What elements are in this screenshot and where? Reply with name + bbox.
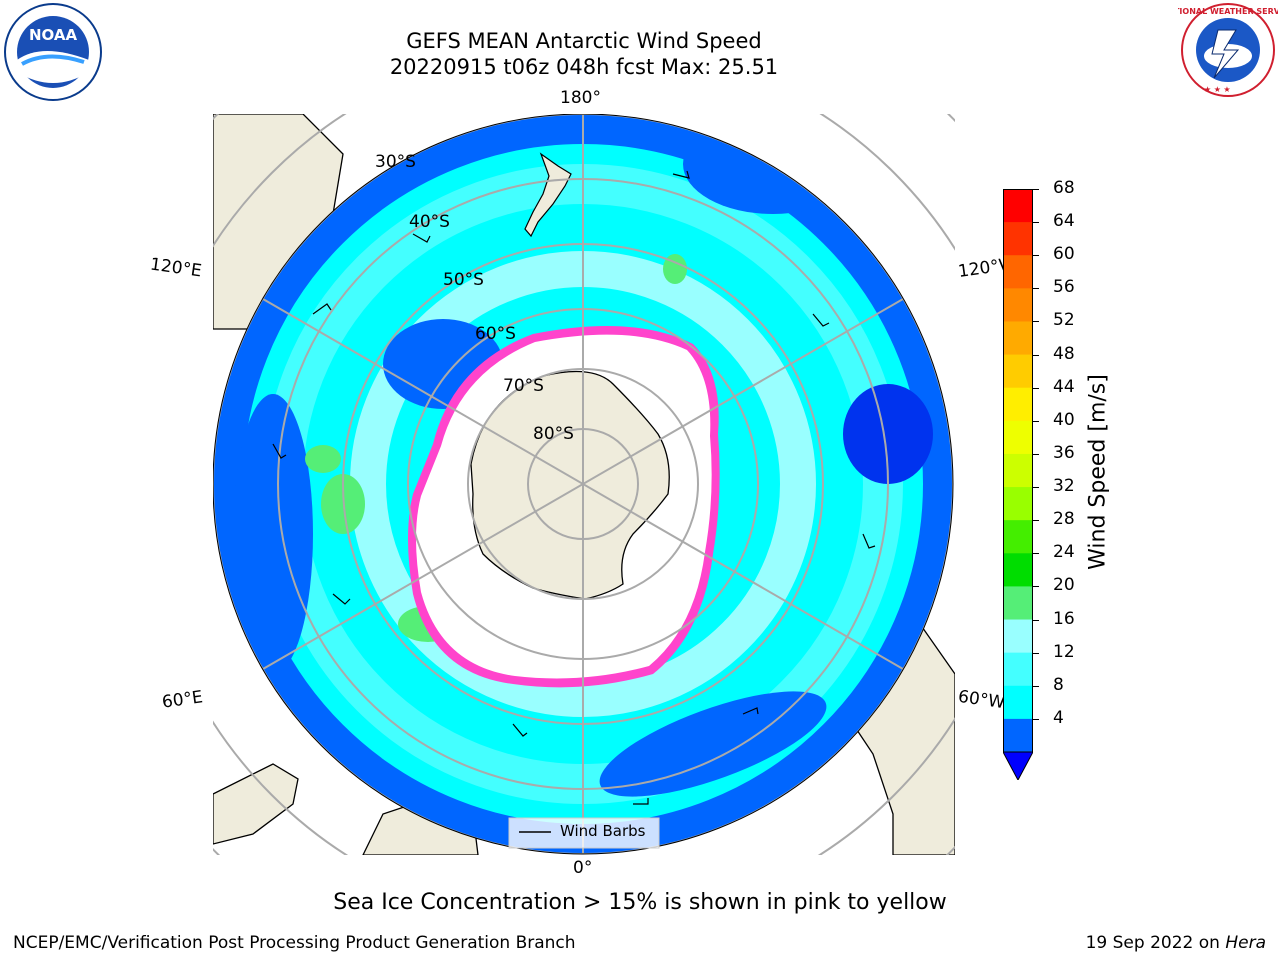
- footer-date-text: 19 Sep 2022 on: [1085, 933, 1226, 953]
- colorbar-tick-mark: [1033, 619, 1039, 621]
- noaa-logo-text: NOAA: [29, 26, 78, 44]
- map-panel: Wind Barbs 30°S 40°S 50°S 60°S 70°S 80°S: [212, 113, 955, 855]
- footer-branch: NCEP/EMC/Verification Post Processing Pr…: [13, 933, 576, 953]
- colorbar-tick-mark: [1033, 586, 1039, 588]
- colorbar-band: [1003, 685, 1033, 720]
- colorbar-tick-mark: [1033, 354, 1039, 356]
- colorbar-tick-label: 56: [1053, 277, 1075, 298]
- colorbar-band: [1003, 321, 1033, 356]
- lon-label-60w: 60°W: [956, 686, 1007, 714]
- colorbar-tick-label: 28: [1053, 509, 1075, 530]
- colorbar-tick-mark: [1033, 255, 1039, 257]
- colorbar-tick-label: 68: [1053, 178, 1075, 198]
- colorbar-band: [1003, 520, 1033, 554]
- colorbar-band: [1003, 288, 1033, 322]
- colorbar-tick-label: 12: [1053, 641, 1075, 662]
- chart-subtitle: 20220915 t06z 048h fcst Max: 25.51: [389, 55, 779, 79]
- lat-label-50s: 50°S: [443, 270, 484, 290]
- colorbar-tick-mark: [1033, 189, 1039, 190]
- colorbar-scale: [1002, 189, 1034, 782]
- colorbar-band: [1003, 420, 1033, 455]
- colorbar-tick-mark: [1033, 685, 1039, 687]
- noaa-logo: NOAA: [2, 2, 104, 102]
- colorbar-tick-mark: [1033, 553, 1039, 555]
- colorbar-band: [1003, 222, 1033, 256]
- colorbar-tick-label: 60: [1053, 244, 1075, 265]
- footer-date: 19 Sep 2022 on Hera: [1086, 933, 1266, 953]
- colorbar-tick-mark: [1033, 321, 1039, 323]
- graticule: [213, 114, 953, 854]
- colorbar-tick-label: 16: [1053, 608, 1075, 629]
- lat-label-60s: 60°S: [475, 324, 516, 344]
- colorbar-tick-label: 44: [1053, 376, 1075, 397]
- lon-label-180: 180°: [560, 88, 601, 108]
- colorbar-tick-label: 20: [1053, 575, 1075, 596]
- colorbar-band: [1003, 718, 1033, 753]
- colorbar-band: [1003, 487, 1033, 521]
- lat-label-80s: 80°S: [533, 424, 574, 444]
- colorbar-tick-mark: [1033, 288, 1039, 290]
- wind-barbs-legend-label: Wind Barbs: [560, 822, 646, 840]
- sea-ice-note: Sea Ice Concentration > 15% is shown in …: [333, 890, 947, 915]
- colorbar-tick-label: 48: [1053, 343, 1075, 364]
- wind-barbs-legend: [508, 817, 660, 849]
- colorbar-band: [1003, 619, 1033, 654]
- colorbar-band: [1003, 453, 1033, 488]
- colorbar-tick-label: 8: [1053, 674, 1064, 695]
- colorbar-label: Wind Speed [m/s]: [1085, 374, 1111, 570]
- colorbar-tick-mark: [1033, 652, 1039, 654]
- polar-map: [212, 113, 955, 855]
- lon-label-0: 0°: [573, 858, 593, 878]
- svg-text:★ ★ ★: ★ ★ ★: [1204, 85, 1231, 94]
- nws-logo: NATIONAL WEATHER SERVICE ★ ★ ★: [1162, 0, 1280, 100]
- lat-label-70s: 70°S: [503, 376, 544, 396]
- colorbar-tick-mark: [1033, 487, 1039, 489]
- colorbar-band: [1003, 354, 1033, 389]
- lon-label-60e: 60°E: [160, 687, 205, 713]
- colorbar-tick-mark: [1033, 420, 1039, 422]
- chart-title: GEFS MEAN Antarctic Wind Speed: [406, 29, 762, 53]
- colorbar-tick-mark: [1033, 520, 1039, 522]
- colorbar-tick-label: 4: [1053, 707, 1064, 728]
- lat-label-30s: 30°S: [375, 152, 416, 172]
- colorbar-band: [1003, 553, 1033, 587]
- colorbar: [1002, 189, 1034, 782]
- colorbar-band: [1003, 189, 1033, 223]
- colorbar-tick-mark: [1033, 453, 1039, 455]
- colorbar-tick-mark: [1033, 718, 1039, 720]
- antarctica: [470, 370, 670, 600]
- colorbar-extend: [1002, 751, 1034, 782]
- lon-label-120e: 120°E: [148, 254, 203, 282]
- colorbar-tick-mark: [1033, 222, 1039, 224]
- colorbar-tick-label: 40: [1053, 409, 1075, 430]
- colorbar-band: [1003, 586, 1033, 621]
- footer-machine: Hera: [1225, 933, 1266, 953]
- colorbar-tick-label: 52: [1053, 310, 1075, 331]
- lat-label-40s: 40°S: [409, 212, 450, 232]
- colorbar-tick-label: 32: [1053, 476, 1075, 497]
- wind-barbs: [272, 170, 876, 805]
- new-zealand: [524, 152, 572, 238]
- colorbar-band: [1003, 652, 1033, 687]
- colorbar-tick-label: 36: [1053, 442, 1075, 463]
- colorbar-band: [1003, 387, 1033, 422]
- colorbar-tick-label: 64: [1053, 211, 1075, 232]
- nws-logo-text: NATIONAL WEATHER SERVICE: [1178, 7, 1278, 16]
- colorbar-tick-mark: [1033, 387, 1039, 389]
- colorbar-band: [1003, 255, 1033, 289]
- colorbar-tick-label: 24: [1053, 542, 1075, 563]
